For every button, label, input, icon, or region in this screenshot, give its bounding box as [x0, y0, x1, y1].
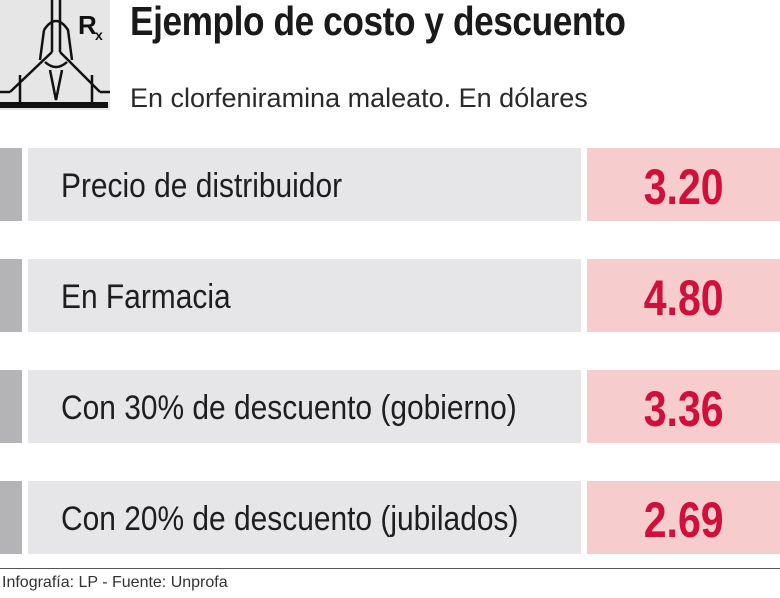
pharmacist-icon: R x [0, 0, 110, 108]
row-label-box: Con 20% de descuento (jubilados) [28, 481, 581, 554]
table-row: Precio de distribuidor 3.20 [0, 148, 780, 221]
footer-divider [0, 568, 780, 569]
page-title: Ejemplo de costo y descuento [130, 0, 626, 44]
row-value: 3.36 [643, 381, 724, 437]
pharmacist-rx-logo: R x [0, 0, 110, 110]
row-label: Precio de distribuidor [61, 167, 343, 205]
row-label: En Farmacia [61, 278, 231, 316]
svg-text:R: R [78, 10, 97, 40]
footer-credit: Infografía: LP - Fuente: Unprofa [2, 574, 228, 591]
row-label-box: En Farmacia [28, 259, 581, 332]
row-label-box: Con 30% de descuento (gobierno) [28, 370, 581, 443]
row-label-box: Precio de distribuidor [28, 148, 581, 221]
row-value: 4.80 [643, 270, 724, 326]
row-label: Con 30% de descuento (gobierno) [61, 389, 517, 427]
row-marker [0, 481, 22, 554]
page-subtitle: En clorfeniramina maleato. En dólares [130, 83, 588, 113]
row-value-box: 2.69 [587, 481, 780, 554]
row-label: Con 20% de descuento (jubilados) [61, 500, 519, 538]
table-row: Con 20% de descuento (jubilados) 2.69 [0, 481, 780, 554]
row-marker [0, 370, 22, 443]
row-value: 3.20 [643, 159, 724, 215]
table-row: En Farmacia 4.80 [0, 259, 780, 332]
row-marker [0, 148, 22, 221]
row-value: 2.69 [643, 492, 724, 548]
row-value-box: 4.80 [587, 259, 780, 332]
row-value-box: 3.36 [587, 370, 780, 443]
row-marker [0, 259, 22, 332]
svg-text:x: x [95, 27, 103, 43]
row-value-box: 3.20 [587, 148, 780, 221]
table-row: Con 30% de descuento (gobierno) 3.36 [0, 370, 780, 443]
